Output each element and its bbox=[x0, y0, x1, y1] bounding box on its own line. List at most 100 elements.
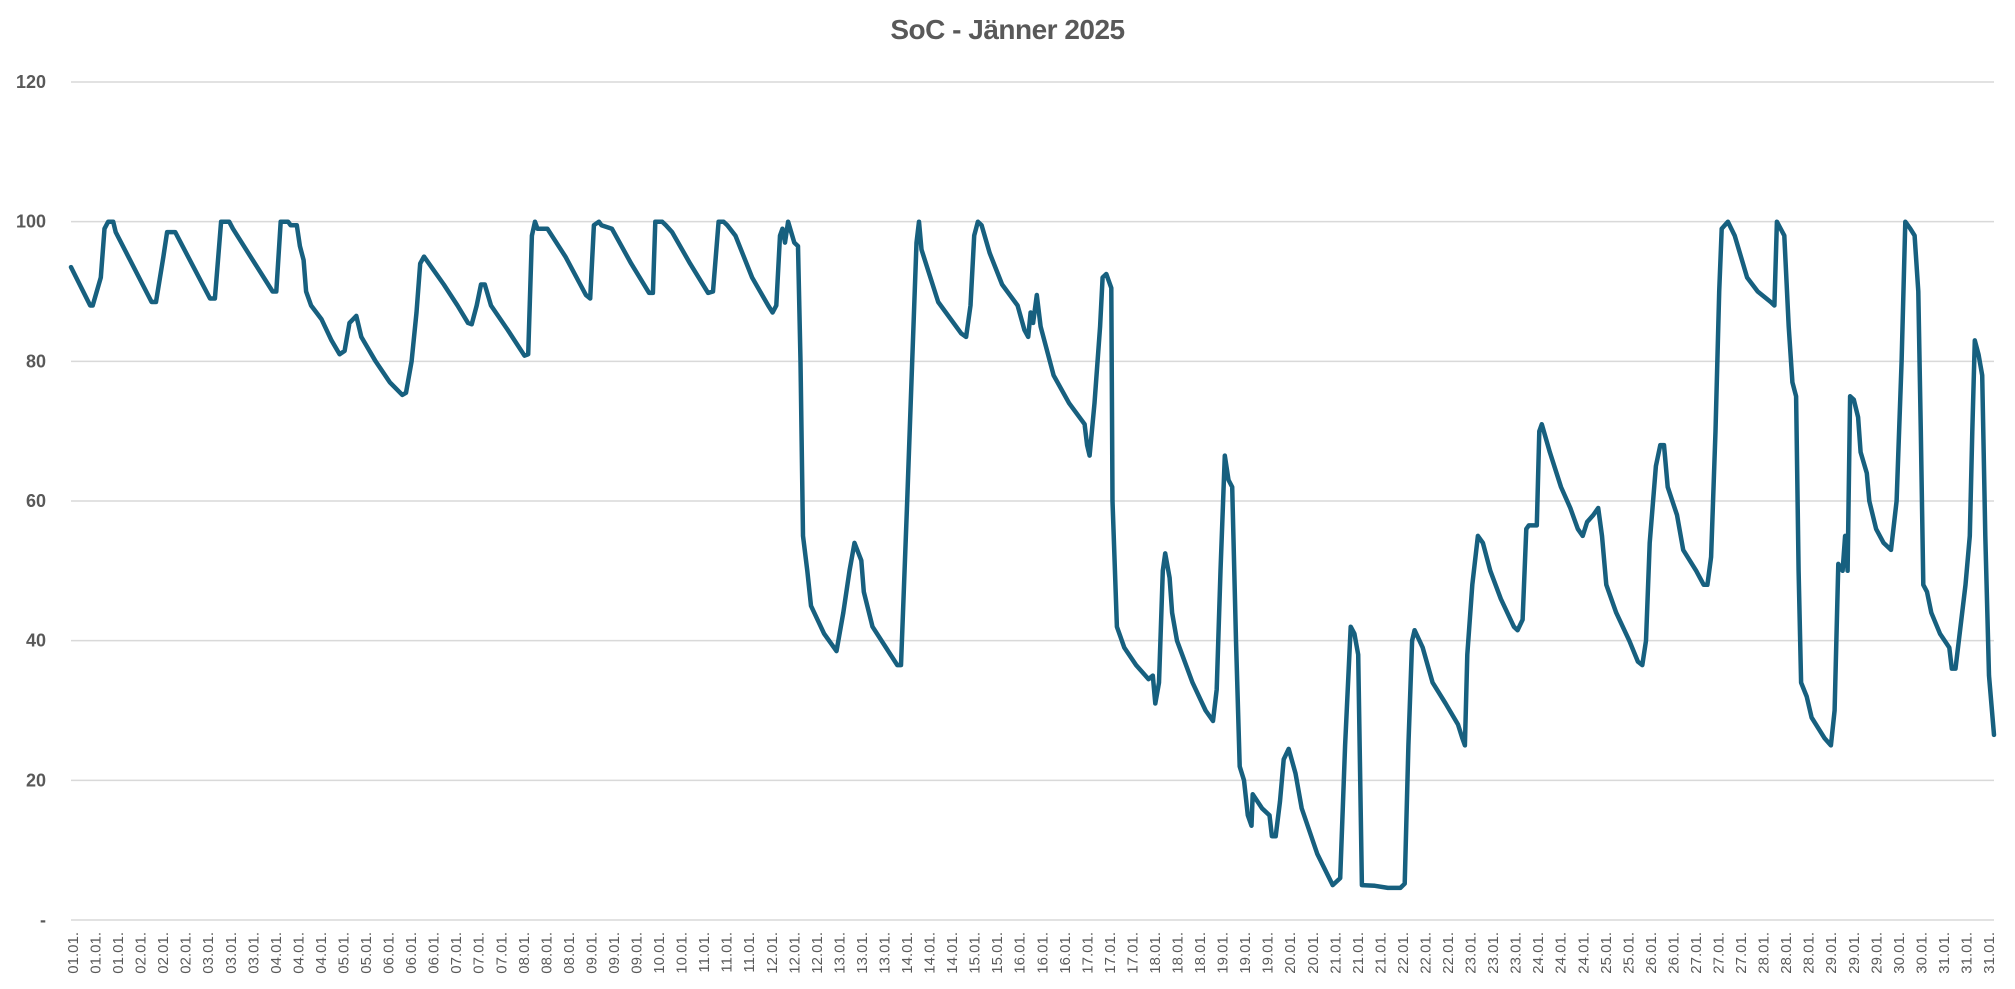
x-tick-label: 27.01. bbox=[1688, 932, 1705, 974]
x-tick-label: 21.01. bbox=[1372, 932, 1389, 974]
x-tick-label: 25.01. bbox=[1620, 932, 1637, 974]
x-tick-label: 15.01. bbox=[967, 932, 984, 974]
x-tick-label: 12.01. bbox=[786, 932, 803, 974]
x-tick-label: 05.01. bbox=[358, 932, 375, 974]
x-tick-label: 16.01. bbox=[1057, 932, 1074, 974]
x-tick-label: 30.01. bbox=[1913, 932, 1930, 974]
x-tick-label: 22.01. bbox=[1440, 932, 1457, 974]
x-tick-label: 07.01. bbox=[448, 932, 465, 974]
x-tick-label: 30.01. bbox=[1891, 932, 1908, 974]
x-tick-label: 23.01. bbox=[1508, 932, 1525, 974]
x-tick-label: 28.01. bbox=[1778, 932, 1795, 974]
x-tick-label: 08.01. bbox=[538, 932, 555, 974]
chart-title: SoC - Jänner 2025 bbox=[890, 14, 1125, 45]
x-tick-label: 29.01. bbox=[1868, 932, 1885, 974]
x-tick-label: 17.01. bbox=[1102, 932, 1119, 974]
x-tick-label: 11.01. bbox=[719, 932, 736, 973]
x-tick-label: 24.01. bbox=[1530, 932, 1547, 974]
x-tick-label: 18.01. bbox=[1147, 932, 1164, 974]
y-tick-label: 40 bbox=[26, 631, 46, 651]
x-tick-label: 04.01. bbox=[313, 932, 330, 974]
x-tick-label: 10.01. bbox=[674, 932, 691, 974]
x-tick-label: 06.01. bbox=[426, 932, 443, 974]
x-tick-label: 06.01. bbox=[403, 932, 420, 974]
x-tick-label: 11.01. bbox=[741, 932, 758, 973]
x-tick-label: 24.01. bbox=[1553, 932, 1570, 974]
x-tick-label: 12.01. bbox=[809, 932, 826, 974]
x-tick-label: 14.01. bbox=[944, 932, 961, 974]
x-tick-label: 20.01. bbox=[1305, 932, 1322, 974]
y-tick-label: 100 bbox=[16, 212, 46, 232]
x-tick-label: 21.01. bbox=[1327, 932, 1344, 974]
x-tick-label: 19.01. bbox=[1260, 932, 1277, 974]
x-tick-label: 20.01. bbox=[1282, 932, 1299, 974]
x-tick-label: 08.01. bbox=[516, 932, 533, 974]
gridlines bbox=[71, 81, 1994, 921]
x-tick-label: 13.01. bbox=[854, 932, 871, 974]
y-tick-label: - bbox=[40, 910, 46, 930]
x-tick-label: 22.01. bbox=[1395, 932, 1412, 974]
x-tick-label: 18.01. bbox=[1192, 932, 1209, 974]
x-tick-label: 09.01. bbox=[606, 932, 623, 974]
x-tick-label: 04.01. bbox=[268, 932, 285, 974]
x-tick-label: 03.01. bbox=[223, 932, 240, 974]
x-tick-label: 08.01. bbox=[561, 932, 578, 974]
x-tick-label: 27.01. bbox=[1711, 932, 1728, 974]
x-tick-label: 31.01. bbox=[1981, 932, 1998, 974]
x-tick-label: 23.01. bbox=[1485, 932, 1502, 974]
x-tick-label: 22.01. bbox=[1417, 932, 1434, 974]
x-tick-label: 02.01. bbox=[155, 932, 172, 974]
y-axis-tick-labels: - 20 40 60 80 100 120 bbox=[16, 72, 46, 930]
x-tick-label: 28.01. bbox=[1756, 932, 1773, 974]
x-tick-label: 05.01. bbox=[335, 932, 352, 974]
x-tick-label: 26.01. bbox=[1665, 932, 1682, 974]
x-tick-label: 11.01. bbox=[696, 932, 713, 973]
x-tick-label: 06.01. bbox=[381, 932, 398, 974]
x-tick-label: 29.01. bbox=[1846, 932, 1863, 974]
x-tick-label: 26.01. bbox=[1643, 932, 1660, 974]
x-tick-label: 13.01. bbox=[831, 932, 848, 974]
y-tick-label: 120 bbox=[16, 72, 46, 92]
x-tick-label: 27.01. bbox=[1733, 932, 1750, 974]
x-axis-tick-labels: 01.01. 01.01. 01.01. 02.01. 02.01. 02.01. 03.0… bbox=[65, 932, 1998, 974]
x-tick-label: 09.01. bbox=[629, 932, 646, 974]
x-tick-label: 28.01. bbox=[1801, 932, 1818, 974]
series-lines bbox=[68, 219, 1997, 891]
x-tick-label: 14.01. bbox=[922, 932, 939, 974]
x-tick-label: 15.01. bbox=[989, 932, 1006, 974]
x-tick-label: 31.01. bbox=[1936, 932, 1953, 974]
x-tick-label: 18.01. bbox=[1170, 932, 1187, 974]
y-tick-label: 60 bbox=[26, 491, 46, 511]
x-tick-label: 17.01. bbox=[1079, 932, 1096, 974]
x-tick-label: 19.01. bbox=[1215, 932, 1232, 974]
x-tick-label: 09.01. bbox=[583, 932, 600, 974]
x-tick-label: 31.01. bbox=[1958, 932, 1975, 974]
x-tick-label: 21.01. bbox=[1350, 932, 1367, 974]
soc-series-line bbox=[68, 219, 1997, 891]
x-tick-label: 01.01. bbox=[88, 932, 105, 974]
x-tick-label: 14.01. bbox=[899, 932, 916, 974]
x-tick-label: 17.01. bbox=[1124, 932, 1141, 974]
x-tick-label: 03.01. bbox=[200, 932, 217, 974]
x-tick-label: 16.01. bbox=[1012, 932, 1029, 974]
x-tick-label: 24.01. bbox=[1575, 932, 1592, 974]
x-tick-label: 02.01. bbox=[133, 932, 150, 974]
x-tick-label: 23.01. bbox=[1463, 932, 1480, 974]
x-tick-label: 02.01. bbox=[178, 932, 195, 974]
x-tick-label: 07.01. bbox=[493, 932, 510, 974]
y-tick-label: 20 bbox=[26, 770, 46, 790]
x-tick-label: 25.01. bbox=[1598, 932, 1615, 974]
x-tick-label: 07.01. bbox=[471, 932, 488, 974]
x-tick-label: 19.01. bbox=[1237, 932, 1254, 974]
x-tick-label: 03.01. bbox=[245, 932, 262, 974]
x-tick-label: 10.01. bbox=[651, 932, 668, 974]
x-tick-label: 01.01. bbox=[65, 932, 82, 974]
x-tick-label: 01.01. bbox=[110, 932, 127, 974]
x-tick-label: 29.01. bbox=[1823, 932, 1840, 974]
x-tick-label: 13.01. bbox=[876, 932, 893, 974]
x-tick-label: 04.01. bbox=[290, 932, 307, 974]
x-tick-label: 12.01. bbox=[764, 932, 781, 974]
y-tick-label: 80 bbox=[26, 351, 46, 371]
x-tick-label: 16.01. bbox=[1034, 932, 1051, 974]
